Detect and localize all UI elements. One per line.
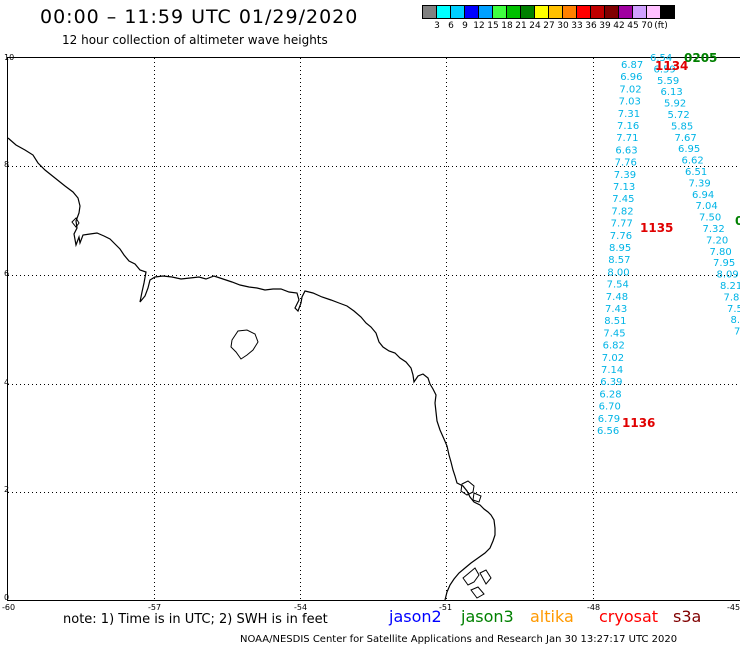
swh-value: 7.80 [710, 247, 732, 258]
swh-value: 7.32 [703, 224, 725, 235]
swh-value: 7.76 [615, 158, 637, 169]
lat-tick-label: 8 [4, 160, 9, 169]
swh-value: 8.09 [717, 270, 739, 281]
pass-time-label: 1135 [640, 221, 673, 235]
lon-tick-label: -45 [727, 603, 740, 612]
swh-value: 5.72 [668, 110, 690, 121]
swh-value: 7.39 [614, 170, 636, 181]
swh-value: 7.39 [689, 178, 711, 189]
pass-time-label: 1136 [622, 416, 655, 430]
swh-value: 8.51 [604, 316, 626, 327]
swh-value: 5.59 [657, 76, 679, 87]
swh-value: 6.39 [600, 377, 622, 388]
swh-value: 6.13 [661, 87, 683, 98]
lat-tick-label: 6 [4, 269, 9, 278]
swh-value: 7.95 [713, 258, 735, 269]
footer-note: note: 1) Time is in UTC; 2) SWH is in fe… [63, 612, 328, 627]
swh-value: 7.48 [606, 292, 628, 303]
swh-value: 7.77 [611, 219, 633, 230]
swh-value: 7.43 [605, 304, 627, 315]
swh-value: 8.95 [609, 243, 631, 254]
lon-tick-label: -60 [2, 603, 15, 612]
swh-value: 7.50 [699, 213, 721, 224]
legend-s3a: s3a [673, 607, 701, 626]
swh-value: 5.85 [671, 121, 693, 132]
swh-value: 7.45 [603, 328, 625, 339]
pass-time-label: 0 [735, 214, 740, 228]
swh-value: 6.79 [598, 414, 620, 425]
swh-value: 6.62 [682, 156, 704, 167]
legend-altika: altika [530, 607, 574, 626]
swh-value: 6.94 [692, 190, 714, 201]
lon-tick-label: -54 [294, 603, 307, 612]
swh-value: 7.16 [617, 121, 639, 132]
legend-cryosat: cryosat [599, 607, 658, 626]
lat-tick-label: 4 [4, 378, 9, 387]
lat-tick-label: 0 [4, 593, 9, 602]
swh-value: 5.92 [664, 99, 686, 110]
swh-value: 7.02 [619, 84, 641, 95]
swh-value: 7.20 [706, 235, 728, 246]
swh-value: 6.51 [685, 167, 707, 178]
swh-value: 7.14 [601, 365, 623, 376]
swh-value: 7.02 [602, 353, 624, 364]
swh-value: 7.67 [675, 133, 697, 144]
swh-value: 7.13 [613, 182, 635, 193]
swh-value: 6.56 [597, 426, 619, 437]
lat-tick-label: 2 [4, 485, 9, 494]
swh-value: 6.87 [621, 60, 643, 71]
altimeter-tracks: 6.876.967.027.037.317.167.716.637.767.39… [597, 53, 740, 437]
coastline [8, 138, 495, 600]
pass-time-label: 0205 [684, 51, 717, 65]
swh-value: 7.5 [727, 304, 740, 315]
swh-value: 8.57 [608, 255, 630, 266]
legend-jason3: jason3 [461, 607, 514, 626]
swh-value: 7.71 [616, 133, 638, 144]
swh-value: 8.00 [607, 267, 629, 278]
credit-line: NOAA/NESDIS Center for Satellite Applica… [240, 634, 677, 645]
lat-tick-label: 10 [4, 53, 14, 62]
swh-value: 6.82 [603, 341, 625, 352]
swh-value: 6.63 [615, 145, 637, 156]
swh-value: 8. [731, 315, 740, 326]
swh-value: 7.8 [724, 292, 740, 303]
swh-value: 7.54 [607, 280, 629, 291]
swh-value: 6.96 [620, 72, 642, 83]
swh-value: 6.28 [599, 389, 621, 400]
swh-value: 7.82 [611, 206, 633, 217]
swh-value: 7.45 [612, 194, 634, 205]
swh-value: 7.76 [610, 231, 632, 242]
lon-tick-label: -57 [148, 603, 161, 612]
swh-value: 6.70 [599, 402, 621, 413]
swh-value: 7.04 [696, 201, 718, 212]
legend-jason2: jason2 [389, 607, 442, 626]
swh-value: 7 [734, 327, 740, 338]
swh-value: 7.03 [619, 97, 641, 108]
swh-value: 8.21 [720, 281, 740, 292]
swh-value: 6.95 [678, 144, 700, 155]
swh-value: 7.31 [618, 109, 640, 120]
